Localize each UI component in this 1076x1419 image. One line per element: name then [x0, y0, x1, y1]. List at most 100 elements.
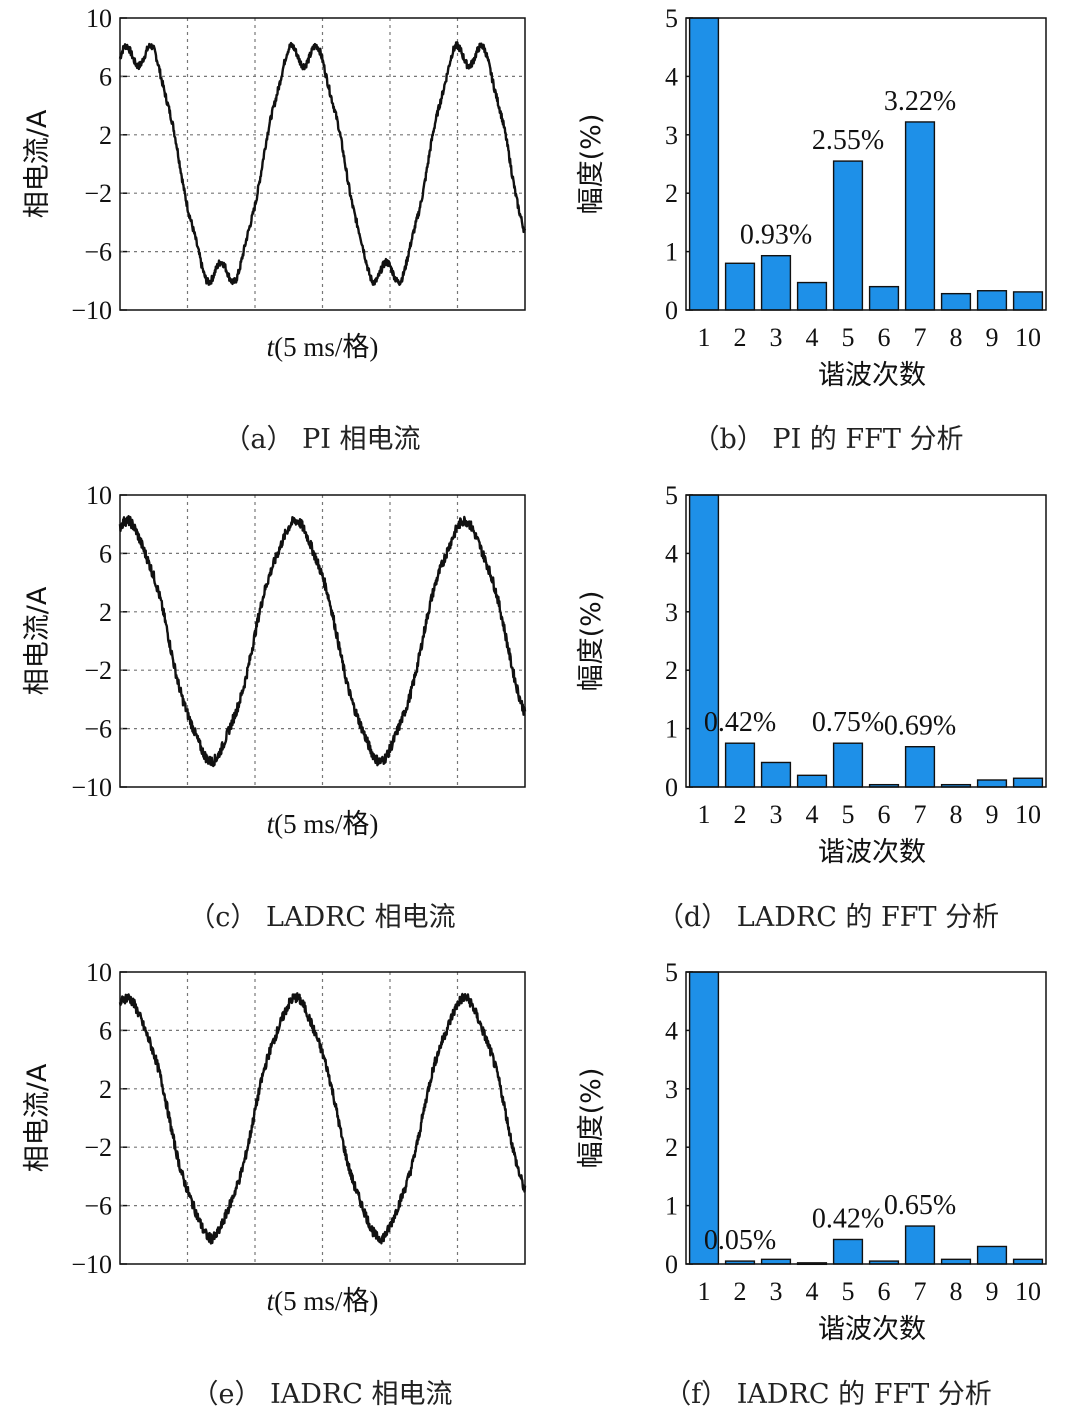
bar-h5: [832, 742, 864, 788]
xtick-label: 1: [698, 323, 711, 352]
ytick-label: −6: [84, 715, 112, 744]
xtick-label: 9: [986, 1277, 999, 1306]
ytick-label: 6: [99, 62, 112, 91]
plot-frame: [685, 494, 1047, 788]
x-axis-label: t(5 ms/格): [267, 332, 379, 362]
xtick-label: 5: [842, 800, 855, 829]
ytick-label: −2: [84, 1133, 112, 1162]
ytick-label: 2: [99, 598, 112, 627]
ytick-label: 2: [99, 1075, 112, 1104]
ytick-label: 10: [86, 4, 112, 33]
xtick-label: 2: [734, 800, 747, 829]
bar-h10: [1012, 777, 1044, 788]
bar-h3: [760, 254, 792, 311]
xtick-label: 10: [1015, 323, 1041, 352]
plot-frame: [685, 17, 1047, 311]
caption-d: （d） LADRC 的 FFT 分析: [657, 902, 999, 933]
xtick-label: 3: [770, 1277, 783, 1306]
phase-current-trace: [118, 992, 527, 1245]
ytick-label: 2: [665, 656, 678, 685]
x-axis-var: t: [267, 332, 276, 362]
data-label: 0.42%: [704, 707, 776, 738]
xtick-label: 9: [986, 800, 999, 829]
ytick-label: 2: [99, 121, 112, 150]
caption-b: （b） PI 的 FFT 分析: [693, 424, 964, 455]
ytick-label: 5: [665, 4, 678, 33]
ytick-label: 5: [665, 958, 678, 987]
xtick-label: 6: [878, 323, 891, 352]
ytick-label: 4: [665, 62, 678, 91]
bar-h2: [724, 262, 756, 311]
bar-h7: [904, 121, 936, 311]
y-axis-label: 相电流/A: [22, 1063, 53, 1172]
ytick-label: 10: [86, 958, 112, 987]
ytick-label: −6: [84, 238, 112, 267]
caption-e: （e） IADRC 相电流: [192, 1379, 453, 1410]
xtick-label: 2: [734, 323, 747, 352]
bar-h4: [796, 281, 828, 311]
xtick-label: 4: [806, 1277, 819, 1306]
data-label: 0.69%: [884, 711, 956, 742]
bar-h6: [868, 285, 900, 311]
bar-h1: [688, 971, 720, 1265]
data-label: 0.42%: [812, 1203, 884, 1234]
xtick-label: 1: [698, 1277, 711, 1306]
caption-c: （c） LADRC 相电流: [188, 902, 455, 933]
xtick-label: 1: [698, 800, 711, 829]
ytick-label: 2: [665, 1133, 678, 1162]
ytick-label: 1: [665, 238, 678, 267]
xtick-label: 3: [770, 800, 783, 829]
ytick-label: 0: [665, 773, 678, 802]
xtick-label: 7: [914, 800, 927, 829]
ytick-label: 1: [665, 1192, 678, 1221]
data-label: 2.55%: [812, 125, 884, 156]
xtick-label: 9: [986, 323, 999, 352]
data-label: 0.75%: [812, 707, 884, 738]
y-axis-label: 幅度(%): [576, 591, 607, 692]
bar-h10: [1012, 291, 1044, 311]
ytick-label: 2: [665, 179, 678, 208]
data-label: 0.05%: [704, 1225, 776, 1256]
x-axis-label: t(5 ms/格): [267, 809, 379, 839]
ytick-label: 0: [665, 1250, 678, 1279]
ytick-label: 3: [665, 598, 678, 627]
x-axis-unit: (5 ms/格): [274, 332, 378, 362]
bar-h9: [976, 290, 1008, 311]
chart-e: （e） IADRC 相电流 10 6 2 −2 −6 −10 相电流/A t(5 ms/格): [22, 958, 527, 1410]
bar-h1: [688, 17, 720, 311]
ytick-label: 3: [665, 121, 678, 150]
data-label: 0.65%: [884, 1190, 956, 1221]
xtick-label: 6: [878, 800, 891, 829]
bar-h5: [832, 160, 864, 311]
y-axis-label: 幅度(%): [576, 114, 607, 215]
y-axis-label: 幅度(%): [576, 1068, 607, 1169]
x-axis-var: t: [267, 809, 276, 839]
xtick-label: 2: [734, 1277, 747, 1306]
xtick-label: 8: [950, 323, 963, 352]
xtick-label: 8: [950, 800, 963, 829]
xtick-label: 5: [842, 1277, 855, 1306]
ytick-label: −10: [71, 773, 112, 802]
bar-h7: [904, 746, 936, 788]
bar-h4: [796, 774, 828, 788]
xtick-label: 7: [914, 323, 927, 352]
xtick-label: 8: [950, 1277, 963, 1306]
plot-frame: [119, 971, 526, 1265]
ytick-label: −2: [84, 179, 112, 208]
xtick-label: 4: [806, 800, 819, 829]
x-axis-unit: (5 ms/格): [274, 809, 378, 839]
x-axis-label: t(5 ms/格): [267, 1286, 379, 1316]
ytick-label: 6: [99, 539, 112, 568]
bar-h7: [904, 1225, 936, 1265]
y-axis-label: 相电流/A: [22, 586, 53, 695]
xtick-label: 5: [842, 323, 855, 352]
xtick-label: 3: [770, 323, 783, 352]
x-axis-unit: (5 ms/格): [274, 1286, 378, 1316]
ytick-label: 0: [665, 296, 678, 325]
ytick-label: −2: [84, 656, 112, 685]
bar-h2: [724, 742, 756, 788]
chart-a: （a） PI 相电流 10 6 2 −2 −6 −10 相电流/A t(5 ms/格): [22, 4, 527, 455]
